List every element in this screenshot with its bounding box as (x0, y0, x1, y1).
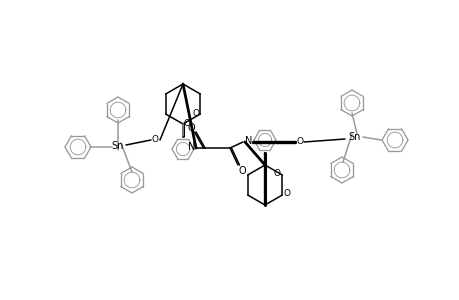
Text: N: N (188, 142, 195, 152)
Text: Sn: Sn (348, 132, 360, 142)
Text: O: O (192, 109, 199, 118)
Text: O: O (296, 136, 303, 146)
Text: O: O (273, 169, 280, 178)
Text: O: O (283, 190, 290, 199)
Text: O: O (238, 166, 245, 176)
Text: O: O (187, 123, 195, 133)
Text: O: O (183, 118, 190, 127)
Text: N: N (245, 136, 252, 146)
Text: O: O (151, 134, 158, 143)
Text: Sn: Sn (112, 141, 124, 151)
